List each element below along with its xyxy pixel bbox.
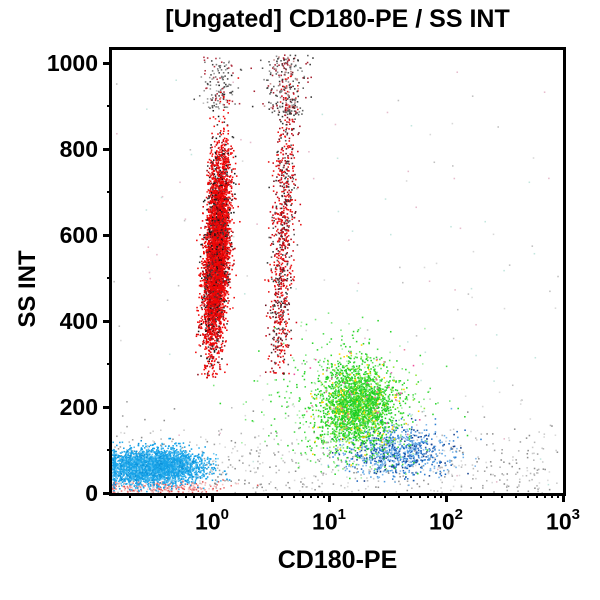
x-tick-exponent: 2 [454, 506, 463, 523]
x-minor-tick [129, 493, 132, 498]
y-tick-label: 0 [85, 480, 98, 506]
x-axis-label: CD180-PE [277, 546, 398, 574]
y-major-tick [103, 233, 112, 237]
x-minor-tick [500, 493, 503, 498]
x-tick-label: 100 [177, 504, 247, 535]
x-minor-tick [383, 493, 386, 498]
x-minor-tick [439, 493, 442, 498]
x-tick-exponent: 0 [220, 506, 229, 523]
x-minor-tick [556, 493, 559, 498]
x-major-tick [561, 493, 565, 502]
x-minor-tick [550, 493, 553, 498]
x-minor-tick [543, 493, 546, 498]
x-tick-exponent: 3 [571, 506, 580, 523]
y-tick-label: 600 [59, 222, 98, 248]
x-major-tick [444, 493, 448, 502]
y-major-tick [103, 61, 112, 65]
y-major-tick [103, 147, 112, 151]
x-minor-tick [398, 493, 401, 498]
x-minor-tick [192, 493, 195, 498]
y-major-tick [103, 319, 112, 323]
x-minor-tick [433, 493, 436, 498]
x-minor-tick [480, 493, 483, 498]
x-tick-base: 10 [429, 508, 455, 535]
x-minor-tick [363, 493, 366, 498]
y-minor-tick [107, 449, 112, 451]
x-tick-label: 101 [294, 504, 364, 535]
x-minor-tick [292, 493, 295, 498]
y-axis-label: SS INT [14, 250, 41, 328]
x-tick-label: 103 [528, 504, 598, 535]
x-minor-tick [175, 493, 178, 498]
x-tick-base: 10 [546, 508, 572, 535]
y-minor-tick [107, 363, 112, 365]
x-minor-tick [302, 493, 305, 498]
x-tick-base: 10 [312, 508, 338, 535]
x-minor-tick [526, 493, 529, 498]
x-minor-tick [309, 493, 312, 498]
x-tick-label: 102 [411, 504, 481, 535]
y-tick-label: 400 [59, 308, 98, 334]
y-major-tick [103, 491, 112, 495]
x-minor-tick [515, 493, 518, 498]
x-minor-tick [419, 493, 422, 498]
x-tick-exponent: 1 [337, 506, 346, 523]
x-major-tick [327, 493, 331, 502]
x-minor-tick [205, 493, 208, 498]
y-tick-label: 1000 [46, 50, 98, 76]
y-major-tick [103, 405, 112, 409]
x-minor-tick [164, 493, 167, 498]
x-minor-tick [426, 493, 429, 498]
y-minor-tick [107, 191, 112, 193]
x-minor-tick [316, 493, 319, 498]
x-minor-tick [149, 493, 152, 498]
x-tick-base: 10 [195, 508, 221, 535]
x-major-tick [210, 493, 214, 502]
y-tick-label: 800 [59, 136, 98, 162]
x-minor-tick [246, 493, 249, 498]
y-tick-label: 200 [59, 394, 98, 420]
x-minor-tick [185, 493, 188, 498]
y-minor-tick [107, 277, 112, 279]
x-minor-tick [199, 493, 202, 498]
x-minor-tick [322, 493, 325, 498]
scatter-plot-area [112, 50, 563, 493]
x-minor-tick [266, 493, 269, 498]
x-minor-tick [281, 493, 284, 498]
y-minor-tick [107, 105, 112, 107]
x-minor-tick [536, 493, 539, 498]
x-minor-tick [409, 493, 412, 498]
chart-title: [Ungated] CD180-PE / SS INT [165, 5, 510, 33]
